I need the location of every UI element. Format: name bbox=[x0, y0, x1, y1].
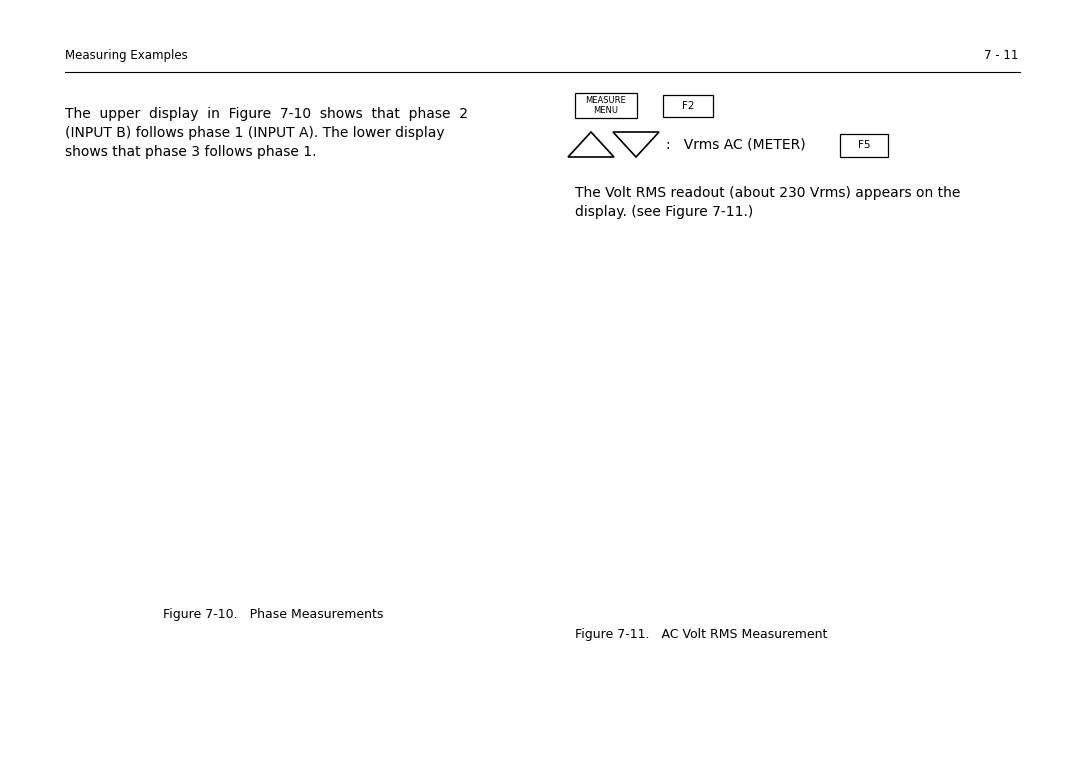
Text: Figure 7-10.   Phase Measurements: Figure 7-10. Phase Measurements bbox=[163, 608, 383, 621]
Text: The  upper  display  in  Figure  7-10  shows  that  phase  2: The upper display in Figure 7-10 shows t… bbox=[65, 107, 468, 121]
Bar bbox=[663, 95, 713, 117]
Text: F2: F2 bbox=[681, 101, 694, 111]
Bar bbox=[840, 134, 888, 157]
Text: F5: F5 bbox=[858, 140, 870, 151]
Text: display. (see Figure 7-11.): display. (see Figure 7-11.) bbox=[575, 205, 753, 219]
Bar bbox=[575, 93, 637, 118]
Text: shows that phase 3 follows phase 1.: shows that phase 3 follows phase 1. bbox=[65, 145, 316, 159]
Text: 7 - 11: 7 - 11 bbox=[984, 49, 1018, 62]
Text: (INPUT B) follows phase 1 (INPUT A). The lower display: (INPUT B) follows phase 1 (INPUT A). The… bbox=[65, 126, 445, 140]
Text: Figure 7-11.   AC Volt RMS Measurement: Figure 7-11. AC Volt RMS Measurement bbox=[575, 628, 827, 641]
Text: MEASURE
MENU: MEASURE MENU bbox=[585, 96, 626, 115]
Text: Measuring Examples: Measuring Examples bbox=[65, 49, 188, 62]
Text: :   Vrms AC (METER): : Vrms AC (METER) bbox=[666, 137, 806, 151]
Text: The Volt RMS readout (about 230 Vrms) appears on the: The Volt RMS readout (about 230 Vrms) ap… bbox=[575, 186, 960, 200]
